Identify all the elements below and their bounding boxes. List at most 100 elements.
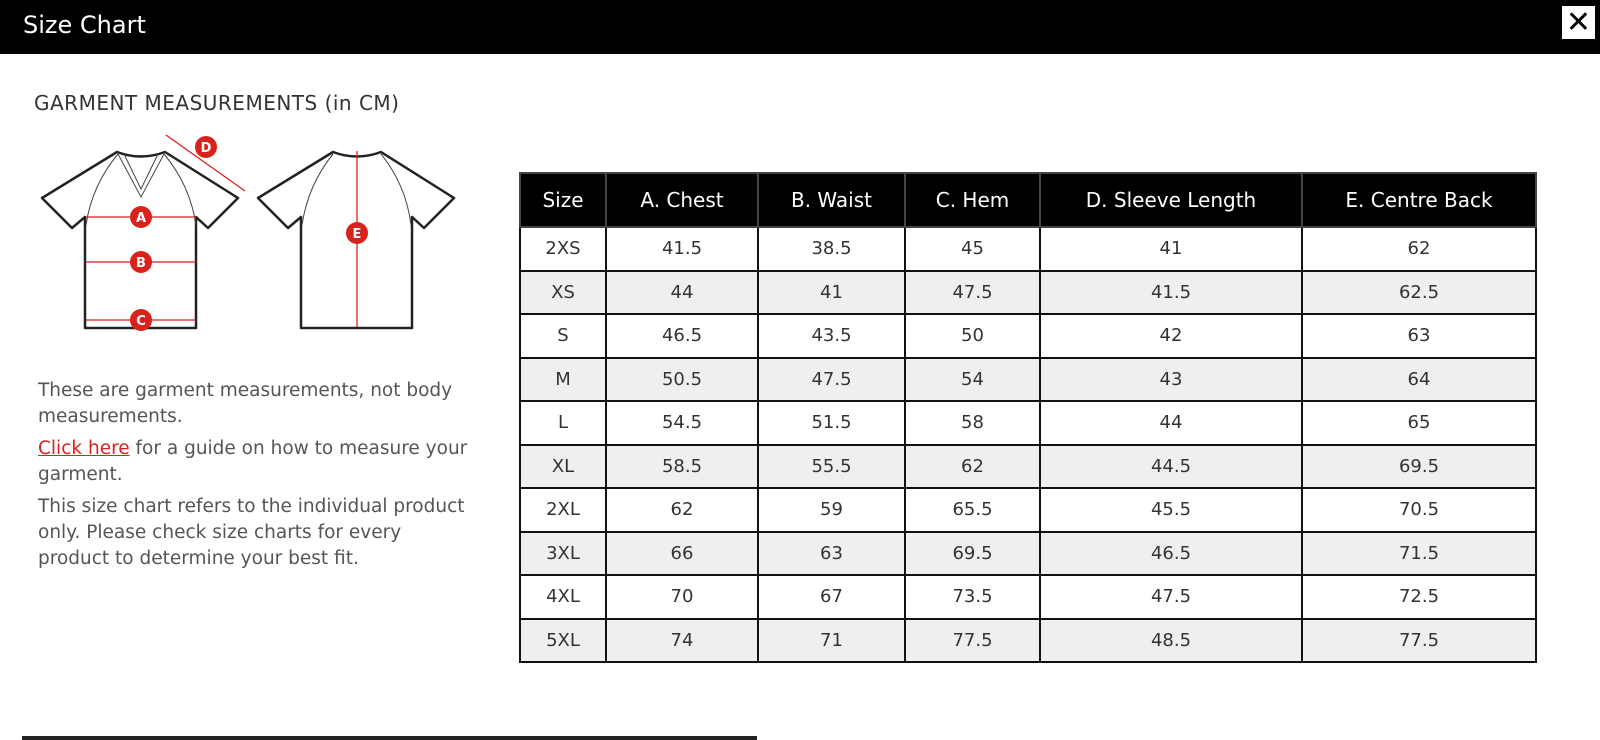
table-row: 5XL 74 71 77.5 48.5 77.5 xyxy=(519,617,1537,663)
svg-text:B: B xyxy=(136,256,146,271)
table-row: 3XL 66 63 69.5 46.5 71.5 xyxy=(519,530,1537,576)
measurement-cell: 42 xyxy=(1039,313,1303,359)
measurement-cell: 73.5 xyxy=(904,574,1041,620)
size-table: Size A. Chest B. Waist C. Hem D. Sleeve … xyxy=(519,172,1537,663)
measurement-cell: 65 xyxy=(1301,400,1537,446)
size-cell: 2XS xyxy=(519,226,607,272)
marker-c-icon xyxy=(130,309,152,331)
table-row: 2XS 41.5 38.5 45 41 62 xyxy=(519,226,1537,272)
measurement-cell: 62 xyxy=(605,487,759,533)
size-cell: 3XL xyxy=(519,530,607,576)
measurement-cell: 46.5 xyxy=(605,313,759,359)
size-cell: XS xyxy=(519,269,607,315)
column-centre-back: E. Centre Back xyxy=(1301,172,1537,228)
measurement-cell: 44 xyxy=(605,269,759,315)
measurement-cell: 72.5 xyxy=(1301,574,1537,620)
measurement-cell: 47.5 xyxy=(904,269,1041,315)
bottom-scroll-bar xyxy=(22,736,757,740)
size-cell: 5XL xyxy=(519,617,607,663)
measurement-cell: 45.5 xyxy=(1039,487,1303,533)
measurement-cell: 41.5 xyxy=(1039,269,1303,315)
note-garment: These are garment measurements, not body… xyxy=(38,380,453,427)
measurement-cell: 41 xyxy=(757,269,906,315)
measurement-cell: 64 xyxy=(1301,356,1537,402)
measurement-cell: 43 xyxy=(1039,356,1303,402)
measurement-cell: 48.5 xyxy=(1039,617,1303,663)
measurement-cell: 44 xyxy=(1039,400,1303,446)
svg-text:D: D xyxy=(201,141,212,156)
measurement-cell: 45 xyxy=(904,226,1041,272)
measurement-cell: 54 xyxy=(904,356,1041,402)
measurement-cell: 77.5 xyxy=(904,617,1041,663)
measurement-cell: 50 xyxy=(904,313,1041,359)
size-cell: L xyxy=(519,400,607,446)
size-cell: 2XL xyxy=(519,487,607,533)
section-heading: GARMENT MEASUREMENTS (in CM) xyxy=(34,91,400,115)
marker-e-icon xyxy=(346,222,368,244)
column-waist: B. Waist xyxy=(757,172,906,228)
measurement-cell: 58.5 xyxy=(605,443,759,489)
marker-a-icon xyxy=(130,206,152,228)
table-row: M 50.5 47.5 54 43 64 xyxy=(519,356,1537,402)
table-row: 4XL 70 67 73.5 47.5 72.5 xyxy=(519,574,1537,620)
note-individual: This size chart refers to the individual… xyxy=(38,496,465,569)
measurement-cell: 38.5 xyxy=(757,226,906,272)
size-cell: 4XL xyxy=(519,574,607,620)
measurement-cell: 55.5 xyxy=(757,443,906,489)
column-sleeve-length: D. Sleeve Length xyxy=(1039,172,1303,228)
measurement-cell: 44.5 xyxy=(1039,443,1303,489)
note-guide: Click here for a guide on how to measure… xyxy=(38,438,468,485)
measurement-cell: 71.5 xyxy=(1301,530,1537,576)
measurement-cell: 71 xyxy=(757,617,906,663)
measurement-cell: 66 xyxy=(605,530,759,576)
measurement-cell: 74 xyxy=(605,617,759,663)
table-row: XS 44 41 47.5 41.5 62.5 xyxy=(519,269,1537,315)
measurement-cell: 50.5 xyxy=(605,356,759,402)
measurement-cell: 63 xyxy=(1301,313,1537,359)
measurement-notes: These are garment measurements, not body… xyxy=(38,378,478,578)
measurement-cell: 65.5 xyxy=(904,487,1041,533)
measurement-cell: 41.5 xyxy=(605,226,759,272)
svg-text:C: C xyxy=(136,314,146,329)
marker-b-icon xyxy=(130,251,152,273)
table-row: XL 58.5 55.5 62 44.5 69.5 xyxy=(519,443,1537,489)
measurement-cell: 59 xyxy=(757,487,906,533)
table-row: 2XL 62 59 65.5 45.5 70.5 xyxy=(519,487,1537,533)
guide-link[interactable]: Click here xyxy=(38,438,130,459)
svg-text:A: A xyxy=(136,211,146,226)
measurement-cell: 70 xyxy=(605,574,759,620)
marker-d-icon xyxy=(195,136,217,158)
close-button[interactable]: ✕ xyxy=(1562,6,1595,39)
measurement-cell: 77.5 xyxy=(1301,617,1537,663)
measurement-cell: 69.5 xyxy=(1301,443,1537,489)
column-size: Size xyxy=(519,172,607,228)
table-header-row: Size A. Chest B. Waist C. Hem D. Sleeve … xyxy=(519,172,1537,228)
modal-header: Size Chart ✕ xyxy=(0,0,1600,54)
measurement-cell: 51.5 xyxy=(757,400,906,446)
measurement-cell: 46.5 xyxy=(1039,530,1303,576)
measurement-cell: 47.5 xyxy=(757,356,906,402)
modal-title: Size Chart xyxy=(23,11,146,39)
measurement-cell: 43.5 xyxy=(757,313,906,359)
measurement-cell: 69.5 xyxy=(904,530,1041,576)
column-hem: C. Hem xyxy=(904,172,1041,228)
measurement-cell: 41 xyxy=(1039,226,1303,272)
table-row: S 46.5 43.5 50 42 63 xyxy=(519,313,1537,359)
measurement-cell: 70.5 xyxy=(1301,487,1537,533)
table-row: L 54.5 51.5 58 44 65 xyxy=(519,400,1537,446)
measurement-cell: 58 xyxy=(904,400,1041,446)
garment-diagram: A B C D E xyxy=(40,134,456,331)
size-cell: M xyxy=(519,356,607,402)
measurement-cell: 63 xyxy=(757,530,906,576)
svg-text:E: E xyxy=(353,227,362,242)
measurement-cell: 62 xyxy=(904,443,1041,489)
measurement-cell: 67 xyxy=(757,574,906,620)
front-tshirt-outline xyxy=(40,150,240,330)
measurement-cell: 62.5 xyxy=(1301,269,1537,315)
measurement-cell: 54.5 xyxy=(605,400,759,446)
measurement-cell: 47.5 xyxy=(1039,574,1303,620)
size-cell: S xyxy=(519,313,607,359)
size-cell: XL xyxy=(519,443,607,489)
measurement-cell: 62 xyxy=(1301,226,1537,272)
column-chest: A. Chest xyxy=(605,172,759,228)
